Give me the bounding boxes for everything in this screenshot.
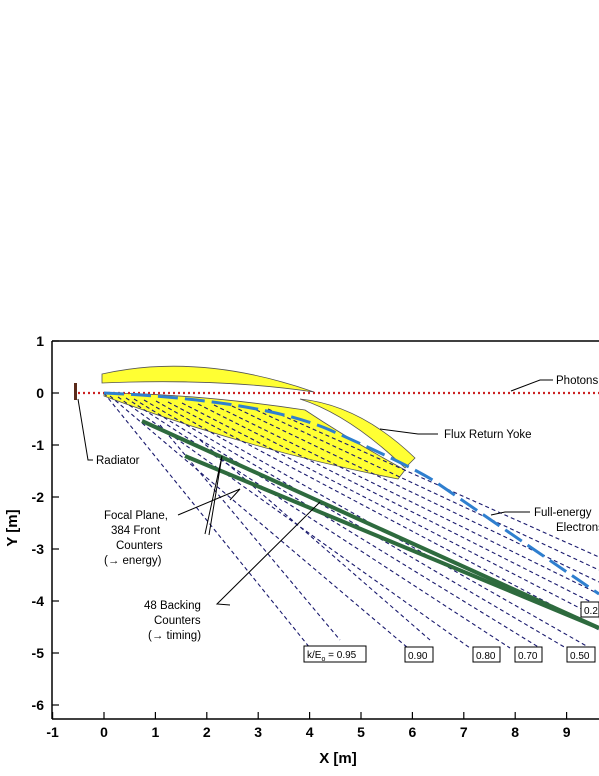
kfraction-080-box: 0.80 [472,646,501,663]
electron-track-line [143,399,567,649]
electron-track-line [197,403,599,607]
electron-track-line [249,406,599,571]
x-tick-label: 0 [100,724,108,740]
electron-track-line [159,424,341,641]
kfraction-value-02: 0.2 [584,606,598,617]
label-backing-3: (→ timing) [148,630,201,642]
label-full-energy: Full-energy [534,507,592,519]
electron-track-line [133,398,541,649]
svg-text:k/Eo = 0.95: k/Eo = 0.95 [307,650,357,663]
flux-return-yoke [299,398,416,469]
x-tick-label: 8 [511,724,519,740]
label-photons: Photons [556,375,598,387]
kfraction-value-050: 0.50 [570,651,590,662]
focal-plane-back [184,454,599,630]
electron-track-line [155,400,591,649]
x-tick-label: 2 [203,724,211,740]
label-focal-plane-2: 384 Front [111,525,161,537]
x-tick-label: 7 [460,724,468,740]
kfraction-value-080: 0.80 [476,651,496,662]
electron-tracks [103,392,599,649]
electron-track-line [181,402,599,619]
label-focal-plane-4: (→ energy) [104,555,162,567]
label-backing-1: 48 Backing [144,600,201,612]
x-tick-label: 4 [306,724,314,740]
electron-track-line [199,439,431,641]
kfraction-050-box: 0.50 [566,646,596,663]
axis-ticks: -1 0 1 2 3 4 5 6 7 8 910-1-2-3-4-5-6 [32,333,571,740]
leader-lines [77,379,553,606]
y-axis-label: Y [m] [4,509,21,546]
magnet-lower-pole [103,392,406,480]
kfraction-value-090: 0.90 [408,651,428,662]
x-tick-label: 1 [152,724,160,740]
y-tick-label: 0 [36,385,44,401]
x-tick-label: 5 [357,724,365,740]
electron-track-line [213,404,599,595]
y-tick-label: -3 [32,541,45,557]
y-tick-label: -4 [32,593,45,609]
label-focal-plane-1: Focal Plane, [104,510,168,522]
x-tick-label: 6 [409,724,417,740]
label-electrons: Electrons [556,522,599,534]
x-tick-label: 9 [563,724,571,740]
x-tick-label: 3 [254,724,262,740]
label-radiator: Radiator [96,455,140,467]
y-tick-label: 1 [36,333,44,349]
electron-track-line [109,395,409,649]
kfraction-prefix: k/E [307,650,322,661]
full-energy-electron-path [103,391,599,596]
kfraction-070-box: 0.70 [514,646,543,663]
kfraction-090-box: 0.90 [404,646,434,663]
y-tick-label: -5 [32,645,45,661]
focal-plane-front [141,419,599,630]
y-tick-label: -6 [32,697,45,713]
y-tick-label: -1 [32,437,45,453]
plot-frame [51,340,599,720]
electron-track-line [167,401,599,631]
label-backing-2: Counters [154,615,201,627]
electron-track-line [267,408,599,558]
electron-track-line [103,392,311,649]
x-tick-label: -1 [46,724,59,740]
kfraction-value-095: 0.95 [337,650,357,661]
kfraction-095-box: k/Eo = 0.95 [303,645,367,663]
label-focal-plane-3: Counters [116,540,163,552]
label-flux-return-yoke: Flux Return Yoke [444,429,532,441]
radiator [74,383,77,400]
kfraction-02-box: 0.2 [580,601,599,618]
kfraction-subscript: o [321,656,325,663]
y-tick-label: -2 [32,489,45,505]
x-axis-label: X [m] [319,750,357,767]
magnet-upper-pole [101,365,315,393]
energy-fraction-labels: k/Eo = 0.95 0.90 0.80 0.70 0.50 0.2 [303,601,599,663]
kfraction-value-070: 0.70 [518,651,538,662]
electron-track-line [125,397,511,649]
kfraction-equals: = [325,650,336,661]
